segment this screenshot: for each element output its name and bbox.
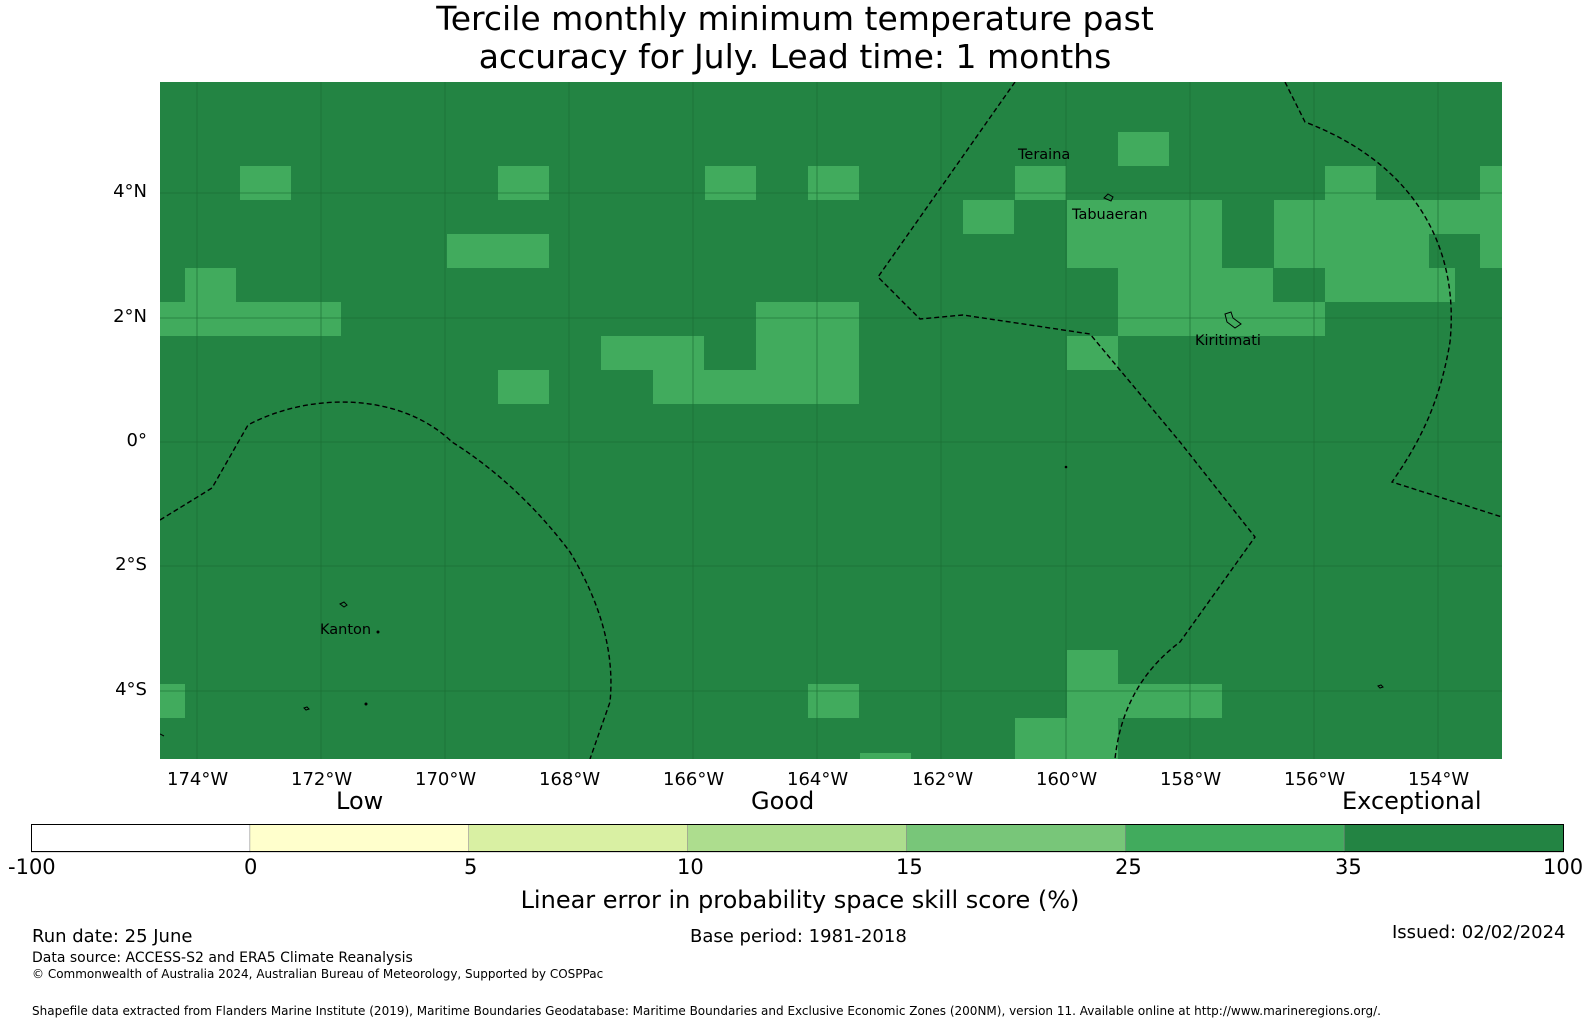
colorbar-category-good: Good	[751, 787, 815, 815]
lat-tick: 4°S	[115, 679, 147, 700]
islands	[160, 193, 1384, 737]
island-kanton	[339, 601, 348, 608]
colorbar-swatch	[249, 824, 470, 853]
lon-tick: 164°W	[787, 769, 849, 790]
colorbar-frame	[31, 824, 1564, 852]
place-label-teraina: Teraina	[1017, 147, 1070, 163]
island-kiritimati	[1224, 311, 1242, 329]
colorbar-tick: -100	[8, 855, 56, 879]
lat-tick: 0°	[126, 430, 147, 451]
colorbar-tick: 35	[1335, 855, 1362, 879]
colorbar-tick: 25	[1115, 855, 1142, 879]
base-period: Base period: 1981-2018	[690, 926, 907, 947]
island-tabuaeran	[1103, 193, 1114, 202]
run-date: Run date: 25 June	[32, 926, 193, 947]
lon-tick: 154°W	[1408, 769, 1470, 790]
place-label-tabuaeran: Tabuaeran	[1071, 207, 1148, 223]
colorbar-swatch	[1343, 824, 1564, 853]
data-source: Data source: ACCESS-S2 and ERA5 Climate …	[32, 950, 413, 966]
title-line-2: accuracy for July. Lead time: 1 months	[478, 37, 1112, 76]
chart-title: Tercile monthly minimum temperature past…	[0, 0, 1590, 76]
colorbar	[31, 824, 1564, 853]
colorbar-tick: 100	[1543, 855, 1584, 879]
lon-tick: 172°W	[291, 769, 353, 790]
lat-tick: 4°N	[113, 181, 147, 202]
lon-tick: 160°W	[1036, 769, 1098, 790]
colorbar-category-low: Low	[336, 787, 384, 815]
highlight-cells	[160, 132, 1502, 759]
lat-tick: 2°N	[113, 306, 147, 327]
colorbar-tick: 15	[896, 855, 923, 879]
place-labels: Teraina Tabuaeran Kiritimati Kanton	[320, 147, 1261, 638]
colorbar-swatch	[1124, 824, 1345, 853]
skill-score-map: Teraina Tabuaeran Kiritimati Kanton	[160, 82, 1502, 759]
colorbar-label: Linear error in probability space skill …	[520, 886, 1080, 914]
lon-tick: 162°W	[912, 769, 974, 790]
eez-boundary-east	[1284, 82, 1502, 518]
lon-tick: 158°W	[1160, 769, 1222, 790]
lat-tick: 2°S	[115, 554, 147, 575]
place-label-kanton: Kanton	[320, 622, 371, 638]
lon-tick: 166°W	[663, 769, 725, 790]
lon-tick: 168°W	[539, 769, 601, 790]
eez-boundaries	[160, 82, 1502, 759]
colorbar-swatch	[31, 824, 251, 853]
graticule	[160, 82, 1502, 759]
eez-boundary-kanton	[160, 401, 612, 759]
shapefile-credit: Shapefile data extracted from Flanders M…	[32, 1004, 1381, 1018]
issued-date: Issued: 02/02/2024	[1392, 922, 1566, 943]
title-line-1: Tercile monthly minimum temperature past	[436, 0, 1154, 38]
colorbar-swatches	[31, 824, 1564, 853]
colorbar-tick: 5	[464, 855, 478, 879]
colorbar-swatch	[906, 824, 1127, 853]
copyright: © Commonwealth of Australia 2024, Austra…	[32, 967, 604, 981]
colorbar-tick: 10	[677, 855, 704, 879]
colorbar-category-exceptional: Exceptional	[1342, 787, 1482, 815]
colorbar-swatch	[468, 824, 689, 853]
lon-tick: 170°W	[415, 769, 477, 790]
lon-tick: 174°W	[167, 769, 229, 790]
colorbar-tick: 0	[244, 855, 258, 879]
lon-tick: 156°W	[1284, 769, 1346, 790]
place-label-kiritimati: Kiritimati	[1195, 333, 1261, 349]
eez-boundary-line-islands	[877, 82, 1256, 759]
colorbar-swatch	[687, 824, 908, 853]
